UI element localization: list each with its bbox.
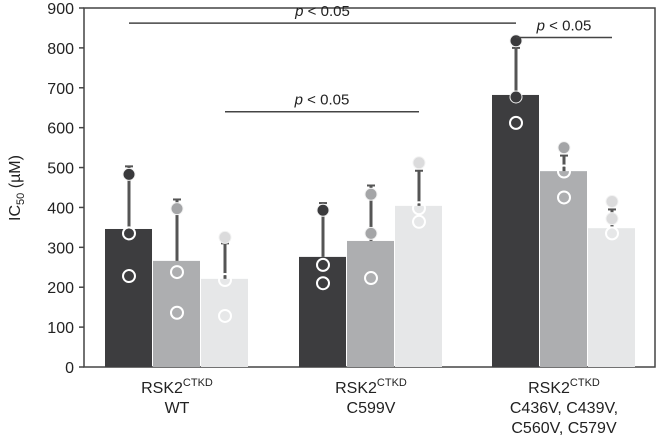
significance-label: p < 0.05 [536,18,592,35]
category-label: RSK2CTKD [335,377,407,397]
y-tick-label: 300 [47,240,74,257]
category-sublabel: C436V, C439V, [510,400,618,417]
y-tick-label: 0 [65,360,74,377]
data-point-open [218,308,232,323]
y-axis-label: IC50 (µM) [7,155,27,221]
category-label: RSK2CTKD [528,377,600,397]
data-point-filled [122,167,136,181]
category-label: RSK2CTKD [141,377,213,397]
data-point-filled [364,226,378,240]
significance-label: p < 0.05 [294,92,350,109]
data-point-filled [605,194,619,208]
y-tick-label: 500 [47,161,74,178]
y-tick-label: 800 [47,41,74,58]
bar [347,240,394,367]
data-point-open [122,269,136,284]
data-point-filled [316,203,330,217]
bar [105,228,152,367]
bar [588,228,635,367]
bar [299,256,346,367]
data-point-open [218,273,232,288]
data-point-open [412,201,426,216]
data-point-open [412,214,426,229]
data-point-filled [170,202,184,216]
significance-label: p < 0.05 [294,3,350,20]
bar [492,94,539,368]
data-point-filled [557,141,571,155]
data-point-filled [605,212,619,226]
data-point-open [605,226,619,241]
data-point-open [557,164,571,179]
data-point-filled [509,90,523,104]
data-point-filled [364,187,378,201]
category-sublabel: C560V, C579V [511,420,617,437]
data-point-filled [412,156,426,170]
y-tick-label: 100 [47,320,74,337]
data-point-filled [509,34,523,48]
y-tick-label: 600 [47,121,74,138]
data-point-open [170,265,184,280]
y-tick-label: 900 [47,1,74,18]
category-sublabel: WT [165,400,190,417]
bar [395,205,442,367]
data-point-open [170,305,184,320]
y-tick-label: 400 [47,200,74,217]
data-point-open [509,115,523,130]
data-point-open [316,276,330,291]
data-point-open [557,190,571,205]
data-point-open [316,257,330,272]
y-tick-label: 700 [47,81,74,98]
category-sublabel: C599V [347,400,396,417]
data-point-open [122,226,136,241]
bar [153,260,200,367]
data-point-filled [218,230,232,244]
bar [540,171,587,367]
data-point-open [364,271,378,286]
y-tick-label: 200 [47,280,74,297]
